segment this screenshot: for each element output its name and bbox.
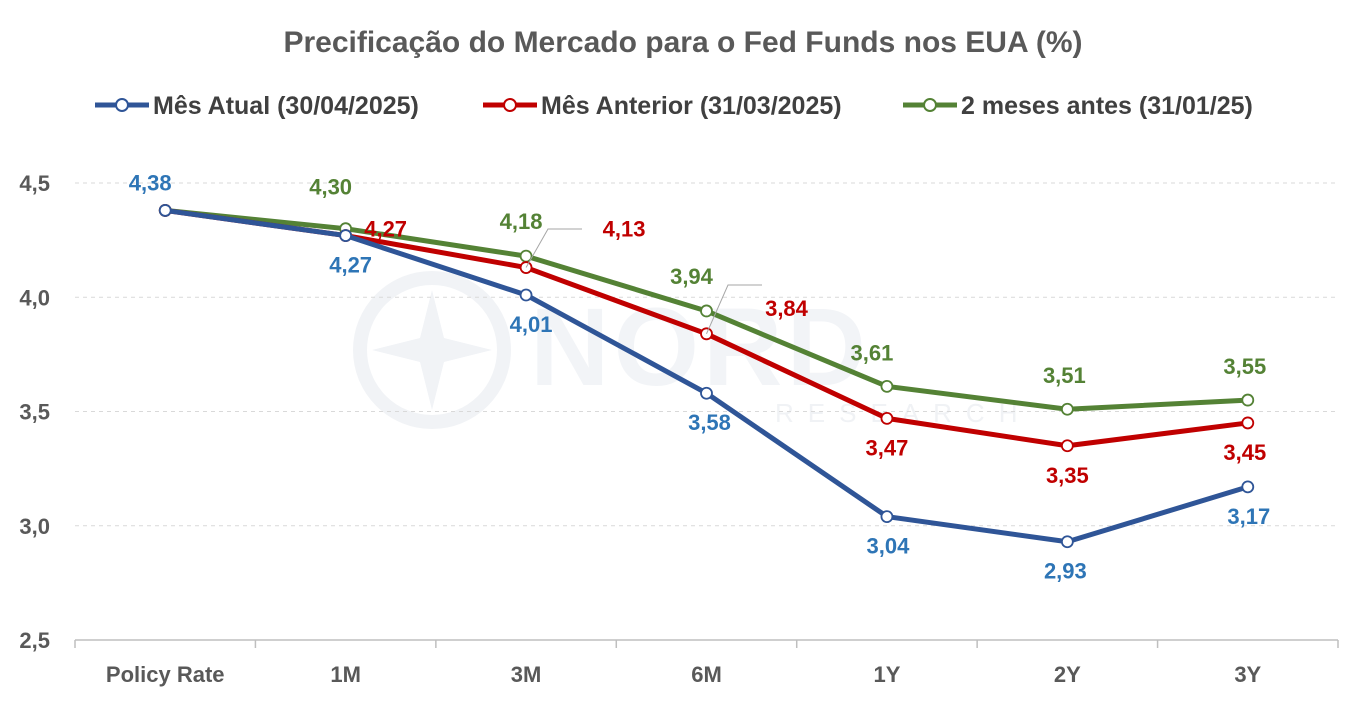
leader-line	[706, 284, 762, 335]
data-point	[1060, 402, 1074, 416]
y-tick-label: 3,0	[19, 514, 50, 539]
data-label: 3,47	[866, 435, 909, 460]
x-tick-label: 1M	[330, 662, 361, 687]
data-label: 3,04	[867, 534, 911, 559]
leader-lines	[525, 228, 762, 335]
data-point	[880, 510, 894, 524]
legend-swatch-marker	[923, 98, 937, 112]
data-point	[1241, 480, 1255, 494]
x-tick-label: 6M	[691, 662, 722, 687]
data-label: 3,17	[1227, 504, 1270, 529]
data-point	[1060, 535, 1074, 549]
data-label: 3,55	[1223, 354, 1266, 379]
data-point	[1060, 439, 1074, 453]
y-tick-label: 4,0	[19, 285, 50, 310]
legend-swatch-marker	[503, 98, 517, 112]
watermark-compass-icon	[353, 271, 511, 429]
watermark-sub: RESEARCH	[775, 398, 1031, 428]
x-tick-label: 2Y	[1054, 662, 1081, 687]
data-point	[700, 304, 713, 318]
data-labels: 4,38 4,27 4,01 3,58 3,04 2,93 3,17 4,27 4,13 3,84…	[129, 170, 1270, 583]
data-point	[158, 204, 172, 217]
y-tick-label: 4,5	[19, 171, 50, 196]
legend-label: Mês Anterior (31/03/2025)	[541, 92, 842, 120]
data-label: 4,30	[309, 175, 352, 200]
data-label: 3,58	[688, 410, 731, 435]
data-point	[1241, 393, 1255, 407]
x-tick-label: 1Y	[873, 662, 900, 687]
leader-line	[525, 228, 582, 268]
x-tick-label: 3M	[511, 662, 542, 687]
watermark: NORD RESEARCH	[353, 271, 1031, 429]
data-label: 3,94	[670, 264, 714, 289]
data-point	[700, 386, 713, 400]
data-label: 4,13	[603, 217, 646, 242]
data-point	[339, 229, 353, 242]
x-tick-label: 3Y	[1234, 662, 1261, 687]
legend-label: Mês Atual (30/04/2025)	[153, 92, 419, 120]
y-tick-label: 2,5	[19, 628, 50, 653]
data-point	[880, 379, 894, 393]
data-label: 4,27	[364, 217, 407, 242]
data-label: 3,35	[1046, 463, 1089, 488]
axes: 4,5 4,0 3,5 3,0 2,5 Policy Rate 1M 3M 6M 1Y 2Y 3Y	[19, 171, 1339, 687]
legend-label: 2 meses antes (31/01/25)	[961, 92, 1253, 120]
data-label: 4,18	[500, 209, 543, 234]
y-tick-label: 3,5	[19, 400, 50, 425]
data-label: 3,51	[1043, 363, 1086, 388]
data-label: 3,45	[1223, 440, 1266, 465]
data-label: 2,93	[1044, 559, 1087, 584]
data-point	[519, 288, 533, 302]
data-label: 4,27	[329, 253, 372, 278]
gridlines	[75, 182, 1338, 527]
data-label: 3,84	[765, 296, 809, 321]
data-point	[880, 411, 894, 425]
legend-swatch-marker	[115, 98, 129, 112]
data-label: 4,38	[129, 170, 172, 195]
watermark-star-icon	[372, 290, 492, 410]
data-point	[1241, 416, 1255, 430]
data-label: 4,01	[510, 312, 553, 337]
data-label: 3,61	[851, 340, 894, 365]
legend: Mês Atual (30/04/2025) Mês Anterior (31/0…	[95, 92, 1253, 120]
chart-title: Precificação do Mercado para o Fed Funds…	[283, 26, 1082, 59]
x-tick-label: Policy Rate	[106, 662, 225, 687]
